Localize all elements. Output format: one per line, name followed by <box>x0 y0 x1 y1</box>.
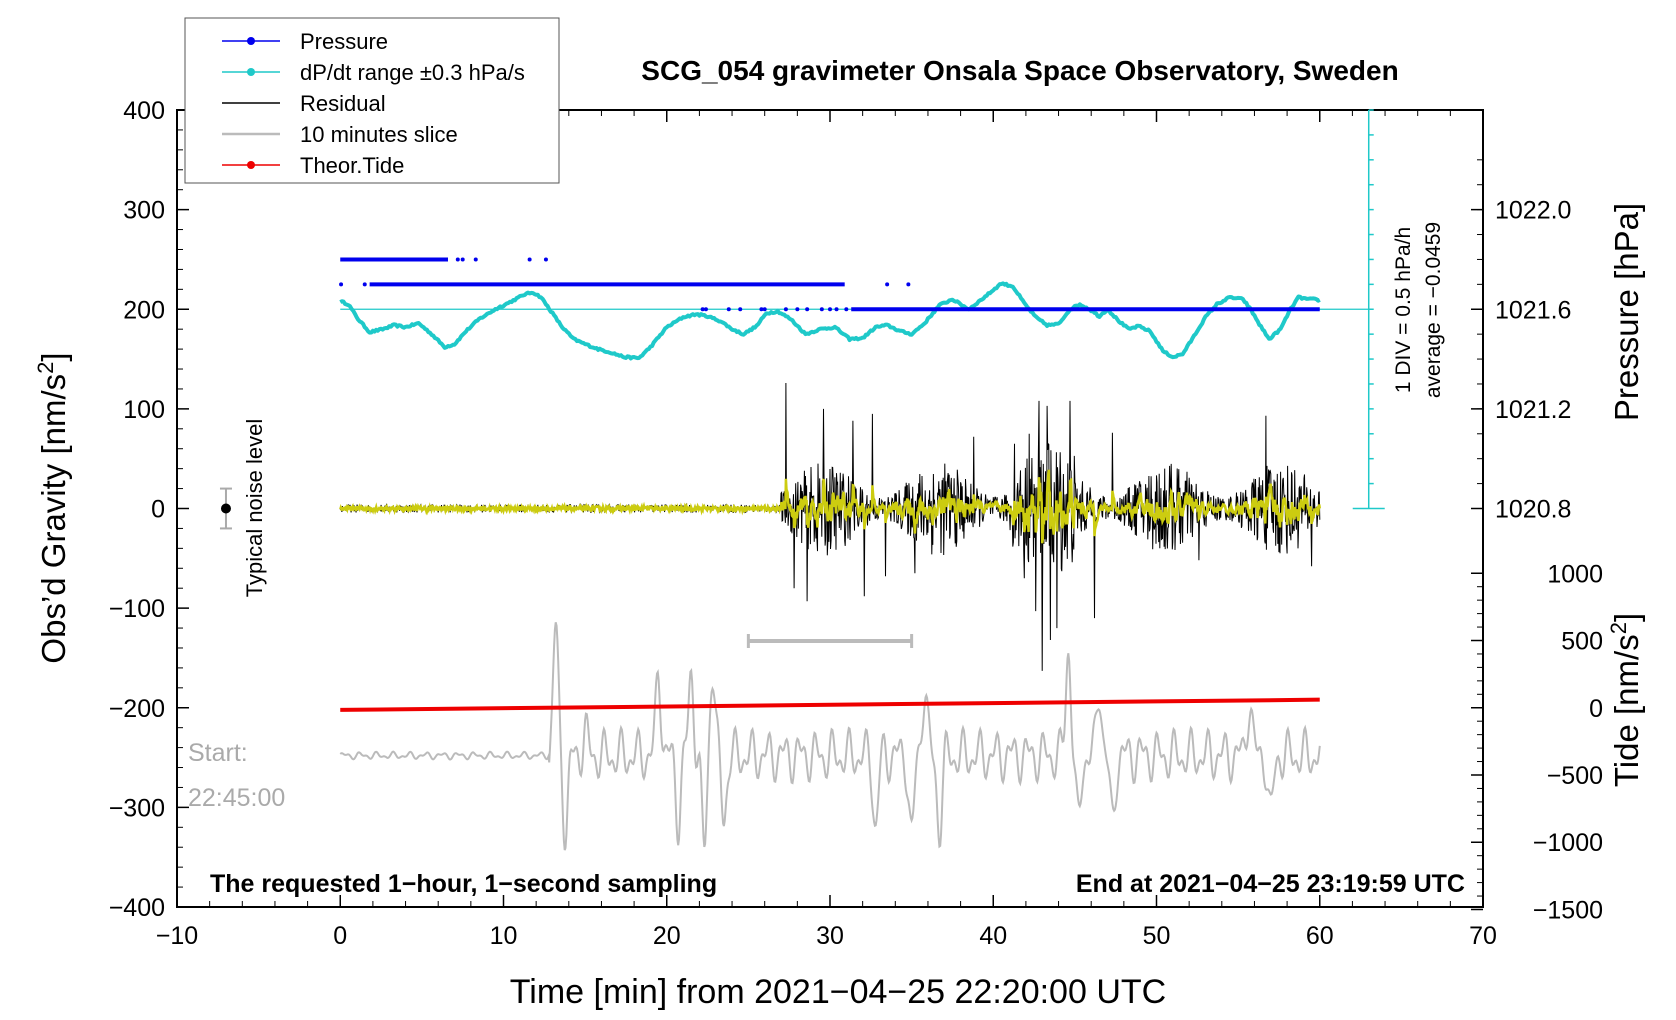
bottom-left-note: The requested 1−hour, 1−second sampling <box>210 870 717 898</box>
tide-tick-label: 1000 <box>1547 560 1603 588</box>
x-tick-label: 60 <box>1306 922 1334 950</box>
pressure-dot <box>473 257 478 262</box>
noise-level-label: Typical noise level <box>242 419 267 598</box>
noise-bar-center <box>220 503 231 514</box>
chart-title: SCG_054 gravimeter Onsala Space Observat… <box>641 55 1398 86</box>
tide-tick-label: 500 <box>1561 628 1603 656</box>
annotation-layer <box>219 109 1385 649</box>
legend-label: Theor.Tide <box>300 153 404 178</box>
tide-line <box>340 697 1320 712</box>
start-label: Start: <box>188 739 248 767</box>
tide-tick-label: 0 <box>1589 695 1603 723</box>
pressure-dot <box>759 307 764 312</box>
pressure-dot <box>726 307 731 312</box>
tide-tick-label: −500 <box>1547 762 1603 790</box>
legend-label: Residual <box>300 91 386 116</box>
pressure-dot <box>527 257 532 262</box>
x-tick-label: 70 <box>1469 922 1497 950</box>
pressure-layer <box>339 257 1320 312</box>
pressure-dot <box>543 257 548 262</box>
pressure-scale-text: 1 DIV = 0.5 hPa/h <box>1392 227 1415 393</box>
pressure-dot <box>795 307 800 312</box>
bottom-right-note: End at 2021−04−25 23:19:59 UTC <box>1076 870 1465 898</box>
x-tick-label: 50 <box>1143 922 1171 950</box>
tide-tick-label: −1500 <box>1533 896 1603 924</box>
pressure-dot <box>703 307 708 312</box>
y-left-tick-label: −300 <box>109 794 165 822</box>
residual-layer <box>339 382 1322 671</box>
pressure-tick-label: 1021.6 <box>1495 296 1571 324</box>
slice-trace <box>339 622 1321 851</box>
x-tick-label: 30 <box>816 922 844 950</box>
legend-label: Pressure <box>300 29 388 54</box>
pressure-dot <box>455 257 460 262</box>
legend: Pressure dP/dt range ±0.3 hPa/s Residual 10… <box>184 17 560 184</box>
legend-swatch-marker <box>247 37 255 45</box>
start-time: 22:45:00 <box>188 784 285 812</box>
y-axis-label-left-end: ] <box>35 352 72 361</box>
pressure-dot <box>362 282 367 287</box>
legend-swatch-marker <box>247 68 255 76</box>
pressure-axis-label: Pressure [hPa] <box>1608 203 1645 421</box>
pressure-dot <box>460 257 465 262</box>
y-left-tick-label: 200 <box>123 296 165 324</box>
tide-axis-label-end: ] <box>1608 613 1645 622</box>
pressure-dot <box>844 307 849 312</box>
pressure-dot <box>834 307 839 312</box>
pressure-dot <box>828 307 832 312</box>
pressure-dot <box>762 307 767 312</box>
residual-smoothed-line <box>339 469 1322 544</box>
y-left-tick-label: −100 <box>109 595 165 623</box>
x-tick-label: −10 <box>156 922 198 950</box>
y-axis-label-left-main: Obs’d Gravity [nm/s <box>35 374 72 664</box>
tide-axis-label: Tide [nm/s2] <box>1606 613 1645 787</box>
tide-layer <box>340 697 1320 712</box>
x-axis-label: Time [min] from 2021−04−25 22:20:00 UTC <box>510 973 1166 1011</box>
legend-label: 10 minutes slice <box>300 122 458 147</box>
dpdt-line <box>339 281 1321 361</box>
pressure-dot <box>906 282 911 287</box>
y-left-tick-label: 300 <box>123 197 165 225</box>
pressure-dot <box>805 307 810 312</box>
legend-box <box>184 17 560 184</box>
x-tick-label: 20 <box>653 922 681 950</box>
pressure-tick-label: 1022.0 <box>1495 197 1571 225</box>
pressure-tick-label: 1021.2 <box>1495 396 1571 424</box>
y-left-tick-label: −200 <box>109 695 165 723</box>
average-text: average = −0.0459 <box>1422 222 1445 398</box>
x-tick-label: 10 <box>490 922 518 950</box>
pressure-dot <box>700 307 705 312</box>
tide-tick-label: −1000 <box>1533 829 1603 857</box>
legend-entries: Pressure dP/dt range ±0.3 hPa/s Residual 10… <box>222 29 525 178</box>
y-left-tick-label: −400 <box>109 894 165 922</box>
x-tick-label: 40 <box>979 922 1007 950</box>
pressure-dot <box>819 307 824 312</box>
tide-axis-label-sup: 2 <box>1606 622 1631 634</box>
y-left-tick-label: 100 <box>123 396 165 424</box>
pressure-dot <box>783 307 788 312</box>
legend-label: dP/dt range ±0.3 hPa/s <box>300 60 525 85</box>
pressure-tick-label: 1020.8 <box>1495 496 1571 524</box>
y-axis-label-left-sup: 2 <box>33 362 58 374</box>
y-left-tick-label: 0 <box>151 496 165 524</box>
y-left-tick-label: 400 <box>123 97 165 125</box>
y-axis-label-left: Obs’d Gravity [nm/s2] <box>33 352 72 663</box>
tide-axis-label-main: Tide [nm/s <box>1608 634 1645 787</box>
pressure-dot <box>738 307 743 312</box>
pressure-dot <box>885 282 890 287</box>
legend-swatch-marker <box>247 161 255 169</box>
x-tick-label: 0 <box>333 922 347 950</box>
slice-layer <box>339 622 1321 851</box>
pressure-dot <box>339 282 344 287</box>
axes-layer: −10 0 10 20 30 40 50 60 70−400−300−200−100010020… <box>109 97 1603 950</box>
